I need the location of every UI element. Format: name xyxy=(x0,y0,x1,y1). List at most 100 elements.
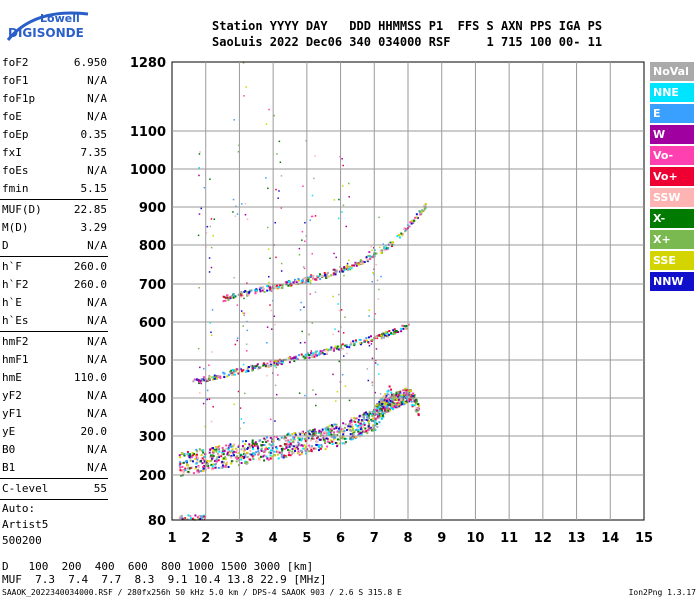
echo-point xyxy=(297,447,300,450)
echo-point xyxy=(210,376,213,379)
echo-point xyxy=(299,309,302,311)
echo-point xyxy=(303,306,305,308)
echo-point xyxy=(233,443,236,446)
echo-point xyxy=(242,325,245,327)
echo-point xyxy=(262,364,265,367)
echo-point xyxy=(222,300,225,303)
echo-point xyxy=(246,329,249,332)
echo-point xyxy=(243,312,246,315)
echo-point xyxy=(198,153,201,155)
echo-point xyxy=(196,471,199,474)
echo-point xyxy=(252,454,255,457)
echo-point xyxy=(298,453,301,456)
echo-point xyxy=(376,279,379,282)
echo-point xyxy=(210,266,213,269)
echo-point xyxy=(245,461,248,464)
echo-point xyxy=(402,232,405,235)
echo-point xyxy=(367,414,370,417)
echo-point xyxy=(342,164,344,167)
echo-point xyxy=(417,413,420,416)
echo-point xyxy=(365,339,368,342)
echo-point xyxy=(301,437,304,440)
echo-point xyxy=(375,336,378,339)
echo-point xyxy=(223,376,226,379)
echo-point xyxy=(390,245,393,248)
echo-point xyxy=(248,453,251,456)
echo-point xyxy=(338,309,341,312)
echo-point xyxy=(297,277,300,280)
echo-point xyxy=(355,264,358,267)
param-value: N/A xyxy=(87,74,107,87)
echo-point xyxy=(181,462,184,465)
echo-point xyxy=(304,240,306,243)
echo-point xyxy=(198,382,201,385)
echo-point xyxy=(221,453,224,456)
echo-point xyxy=(232,293,235,296)
echo-point xyxy=(336,441,339,444)
echo-point xyxy=(387,403,390,406)
echo-point xyxy=(351,427,354,430)
echo-point xyxy=(201,462,204,465)
param-value: N/A xyxy=(87,296,107,309)
echo-point xyxy=(297,450,300,453)
echo-point xyxy=(346,352,348,355)
echo-point xyxy=(242,62,245,64)
echo-point xyxy=(188,514,191,517)
echo-point xyxy=(366,432,369,435)
echo-point xyxy=(375,405,378,408)
echo-point xyxy=(288,449,291,452)
echo-point xyxy=(198,174,200,177)
echo-point xyxy=(392,333,395,336)
echo-point xyxy=(333,199,336,201)
echo-point xyxy=(229,296,232,299)
echo-point xyxy=(179,461,182,464)
echo-point xyxy=(336,430,339,433)
echo-point xyxy=(366,368,369,370)
echo-point xyxy=(420,209,423,212)
echo-point xyxy=(240,310,243,312)
echo-point xyxy=(383,411,386,414)
echo-point xyxy=(397,403,400,406)
echo-point xyxy=(246,367,249,370)
echo-point xyxy=(226,451,229,454)
echo-point xyxy=(255,443,258,446)
echo-point xyxy=(348,423,351,426)
echo-point xyxy=(199,460,202,463)
echo-point xyxy=(323,436,326,439)
echo-point xyxy=(321,351,324,354)
param-name: fmin xyxy=(2,182,29,195)
echo-point xyxy=(304,445,307,448)
echo-point xyxy=(220,466,223,469)
echo-point xyxy=(310,274,312,276)
echo-point xyxy=(275,446,278,449)
echo-point xyxy=(196,378,199,381)
echo-point xyxy=(343,437,346,440)
echo-point xyxy=(289,355,292,358)
echo-point xyxy=(371,357,374,360)
echo-point xyxy=(234,215,237,217)
echo-point xyxy=(178,464,181,467)
echo-point xyxy=(268,285,271,288)
echo-point xyxy=(361,423,364,426)
echo-point xyxy=(215,377,218,380)
echo-point xyxy=(254,292,257,295)
echo-point xyxy=(371,381,373,384)
echo-point xyxy=(330,346,333,349)
echo-point xyxy=(307,277,310,280)
echo-point xyxy=(388,330,391,333)
echo-point xyxy=(198,287,200,289)
echo-point xyxy=(218,450,221,453)
echo-point xyxy=(281,284,284,287)
echo-point xyxy=(295,355,298,358)
echo-point xyxy=(281,361,284,364)
echo-point xyxy=(273,359,276,362)
echo-point xyxy=(374,413,377,416)
x-tick-label: 11 xyxy=(500,531,518,546)
echo-point xyxy=(246,350,248,352)
echo-point xyxy=(268,281,270,284)
echo-point xyxy=(234,447,237,450)
echo-point xyxy=(267,187,269,190)
auto-code: 500200 xyxy=(2,534,42,547)
echo-point xyxy=(241,294,244,297)
echo-point xyxy=(230,460,233,463)
